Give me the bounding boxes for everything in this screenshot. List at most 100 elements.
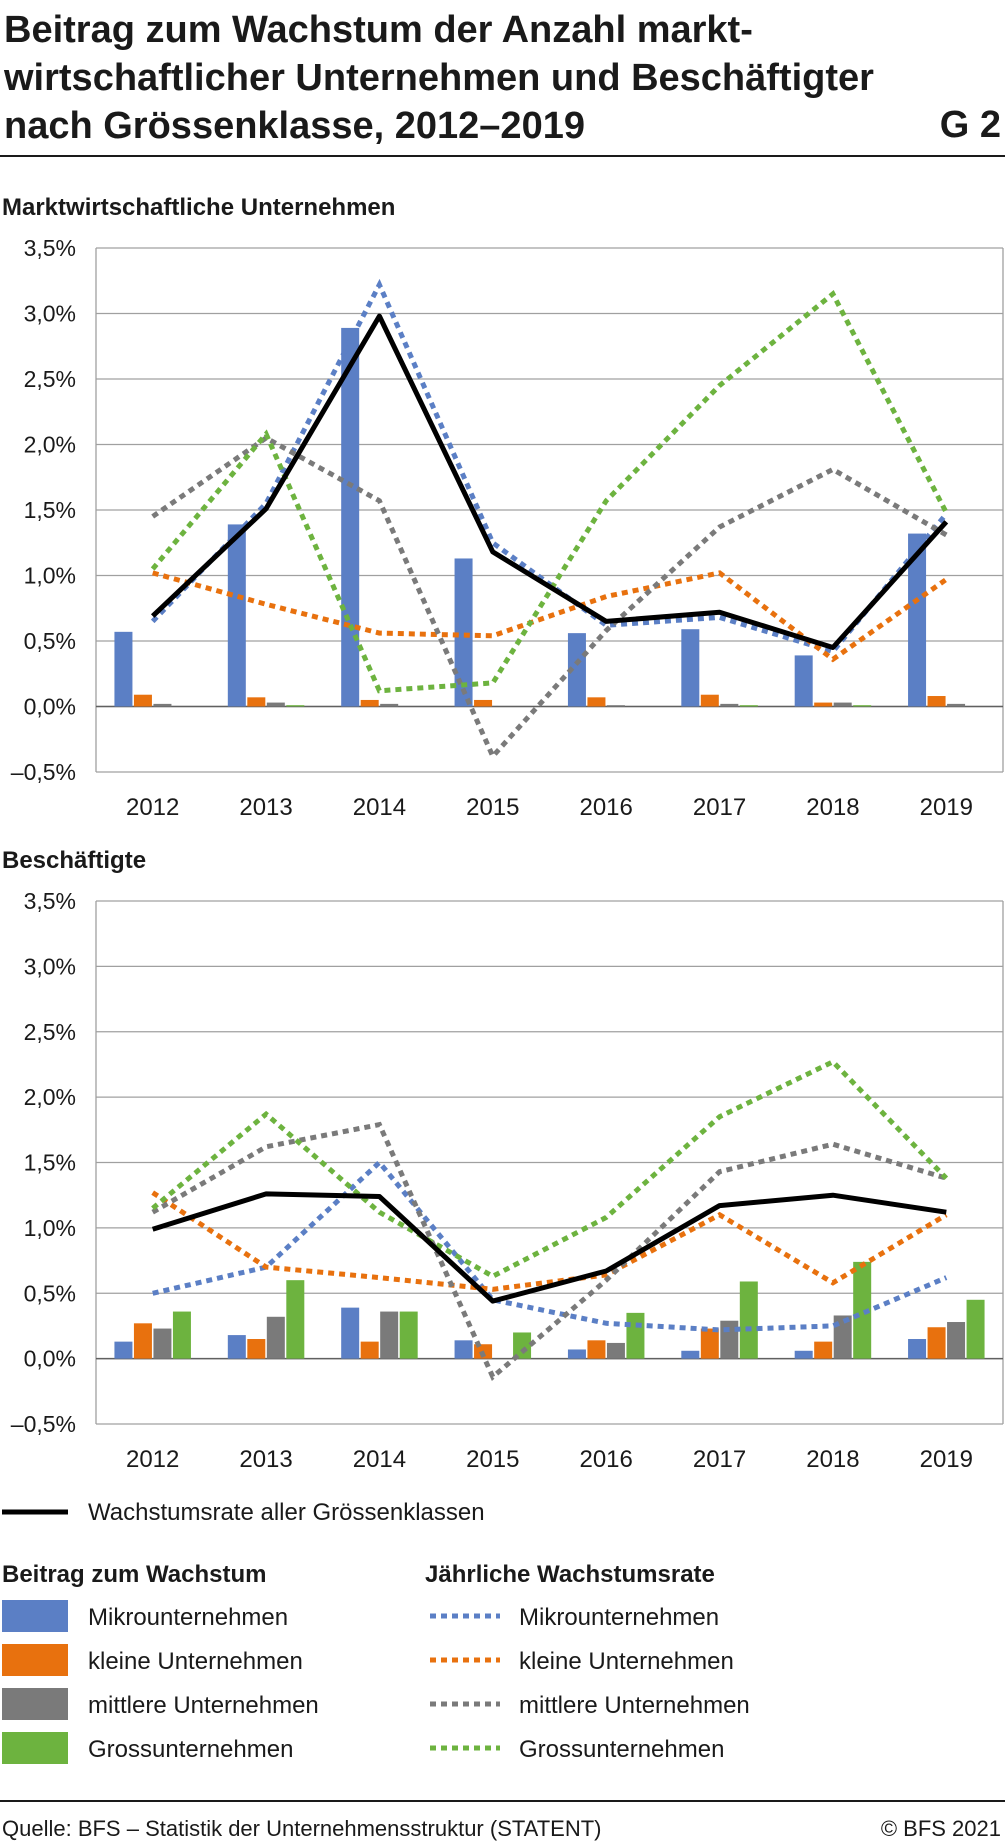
chart-title: Beitrag zum Wachstum der Anzahl markt- w… — [4, 6, 904, 150]
y-tick-label: 2,0% — [24, 432, 76, 458]
rate-line-small — [151, 1190, 948, 1292]
x-tick-label: 2013 — [239, 794, 292, 821]
bar-large — [399, 1311, 418, 1359]
y-tick-label: 0,0% — [24, 694, 76, 720]
bar-medium — [947, 1322, 966, 1359]
bar-large — [853, 705, 872, 707]
y-tick-label: 3,0% — [24, 301, 76, 327]
y-tick-label: 1,0% — [24, 563, 76, 589]
bar-small — [587, 697, 606, 707]
legend-bar-label: mittlere Unternehmen — [88, 1692, 319, 1719]
bar-small — [587, 1340, 606, 1359]
y-tick-label: 2,5% — [24, 1019, 76, 1045]
legend-lines-heading: Jährliche Wachstumsrate — [425, 1561, 715, 1588]
bar-large — [739, 1281, 758, 1359]
legend: Wachstumsrate aller Grössenklassen Beitra… — [2, 1499, 750, 1764]
bar-small — [700, 694, 719, 707]
source-note: Quelle: BFS – Statistik der Unternehmens… — [2, 1816, 602, 1841]
bar-small — [360, 1341, 379, 1359]
x-tick-label: 2019 — [920, 1446, 973, 1473]
bar-micro — [794, 1350, 813, 1359]
bar-medium — [380, 703, 399, 707]
x-tick-label: 2012 — [126, 794, 179, 821]
title-line-3: nach Grössenklasse, 2012–2019 — [4, 105, 585, 147]
x-tick-label: 2018 — [806, 794, 859, 821]
bar-micro — [567, 633, 586, 707]
y-tick-label: 0,0% — [24, 1346, 76, 1372]
legend-line-label: mittlere Unternehmen — [519, 1692, 750, 1719]
legend-swatch-micro — [2, 1600, 68, 1632]
y-tick-label: –0,5% — [11, 759, 76, 785]
title-divider — [0, 155, 1005, 157]
y-tick-label: 1,0% — [24, 1215, 76, 1241]
legend-line-label: kleine Unternehmen — [519, 1648, 734, 1675]
y-tick-label: 1,5% — [24, 1150, 76, 1176]
graphic-number: G 2 — [939, 104, 1001, 146]
bar-medium — [947, 703, 966, 707]
panel-title: Beschäftigte — [2, 847, 146, 874]
bar-small — [247, 697, 266, 707]
y-tick-label: 0,5% — [24, 1280, 76, 1306]
y-tick-label: 3,5% — [24, 888, 76, 914]
bar-micro — [341, 327, 360, 707]
rate-line-medium — [151, 1121, 948, 1381]
legend-bar-label: Grossunternehmen — [88, 1736, 293, 1763]
panel-beschaeftigte: Beschäftigte 3,5% 3,0% 2,5% 2,0% 1,5% 1,0% 0,5%… — [2, 847, 1004, 1473]
chart-canvas: Marktwirtschaftliche Unternehmen 3,5% 3,0%… — [2, 194, 1004, 1764]
bar-medium — [833, 702, 852, 707]
bar-medium — [153, 703, 172, 707]
x-tick-label: 2019 — [920, 794, 973, 821]
x-tick-label: 2014 — [353, 794, 406, 821]
bar-micro — [341, 1307, 360, 1359]
rate-line-micro — [152, 1158, 948, 1333]
x-tick-label: 2013 — [239, 1446, 292, 1473]
rate-line-small — [152, 570, 948, 663]
legend-line-label: Grossunternehmen — [519, 1736, 724, 1763]
copyright: © BFS 2021 — [880, 1816, 1001, 1841]
legend-bars-heading: Beitrag zum Wachstum — [2, 1561, 266, 1588]
bar-medium — [720, 1320, 739, 1359]
bar-medium — [266, 1316, 285, 1359]
bar-small — [700, 1328, 719, 1359]
title-line-1: Beitrag zum Wachstum der Anzahl markt- — [4, 9, 753, 51]
y-tick-label: 3,0% — [24, 953, 76, 979]
legend-swatch-medium — [2, 1688, 68, 1720]
bar-large — [966, 1299, 985, 1359]
x-tick-label: 2016 — [579, 794, 632, 821]
bar-medium — [266, 702, 285, 707]
x-tick-label: 2015 — [466, 1446, 519, 1473]
legend-total-label: Wachstumsrate aller Grössenklassen — [88, 1499, 485, 1526]
y-tick-label: 1,5% — [24, 497, 76, 523]
y-tick-label: 2,0% — [24, 1084, 76, 1110]
title-line-2: wirtschaftlicher Unternehmen und Beschäf… — [4, 57, 874, 99]
legend-bar-label: Mikrounternehmen — [88, 1604, 288, 1631]
bar-small — [247, 1339, 266, 1359]
bar-large — [286, 1280, 305, 1359]
y-tick-label: –0,5% — [11, 1411, 76, 1437]
bar-medium — [380, 1311, 399, 1359]
bar-small — [814, 702, 833, 707]
bar-micro — [114, 631, 133, 707]
bar-micro — [227, 524, 246, 707]
bar-micro — [454, 558, 473, 707]
legend-swatch-small — [2, 1644, 68, 1676]
total-line — [150, 313, 949, 650]
bar-medium — [720, 703, 739, 707]
bar-small — [133, 1323, 152, 1359]
bar-large — [172, 1311, 191, 1359]
bar-micro — [227, 1335, 246, 1359]
rate-line-medium — [151, 435, 948, 761]
bar-small — [133, 694, 152, 707]
legend-swatch-large — [2, 1732, 68, 1764]
x-tick-label: 2016 — [579, 1446, 632, 1473]
x-tick-label: 2012 — [126, 1446, 179, 1473]
panel-title: Marktwirtschaftliche Unternehmen — [2, 194, 395, 221]
bar-small — [360, 699, 379, 707]
total-line — [151, 1191, 947, 1304]
x-tick-label: 2017 — [693, 1446, 746, 1473]
footer-divider — [0, 1800, 1005, 1802]
x-tick-label: 2017 — [693, 794, 746, 821]
bar-large — [286, 705, 305, 707]
bar-micro — [567, 1349, 586, 1359]
